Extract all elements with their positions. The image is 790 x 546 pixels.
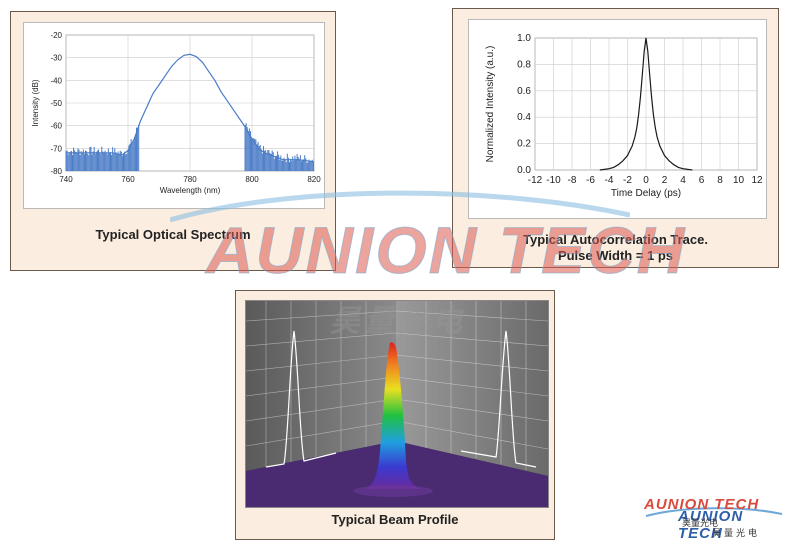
optical-spectrum-caption: Typical Optical Spectrum xyxy=(95,227,251,242)
beam-right-grid xyxy=(395,301,549,470)
x-tick-label: 0 xyxy=(643,175,649,186)
logo-swoosh xyxy=(645,507,783,517)
y-tick-label: 0.6 xyxy=(517,86,531,97)
y-tick-label: -40 xyxy=(50,76,62,85)
beam-profile-caption: Typical Beam Profile xyxy=(331,512,459,527)
beam-left-grid xyxy=(245,301,397,467)
x-tick-label: 2 xyxy=(662,175,668,186)
x-tick-label: -2 xyxy=(623,175,632,186)
x-tick-label: 4 xyxy=(680,175,686,186)
x-axis-label: Time Delay (ps) xyxy=(611,188,681,199)
beam-right-projection xyxy=(460,330,537,468)
x-tick-label: 780 xyxy=(183,175,197,184)
y-tick-label: -60 xyxy=(50,122,62,131)
series-line xyxy=(599,37,693,171)
autocorrelation-caption-line1: Typical Autocorrelation Trace. xyxy=(523,232,708,247)
x-tick-label: -4 xyxy=(605,175,614,186)
beam-peak-base xyxy=(353,485,433,497)
y-axis-label: Intensity (dB) xyxy=(31,79,40,126)
beam-right-wall xyxy=(396,301,548,476)
x-tick-label: 800 xyxy=(245,175,259,184)
y-tick-label: 1.0 xyxy=(517,33,531,44)
y-tick-label: 0.4 xyxy=(517,112,531,123)
y-tick-label: -30 xyxy=(50,54,62,63)
y-tick-label: 0.8 xyxy=(517,59,531,70)
logo-subtext-2: 昊量光电 xyxy=(712,528,761,538)
optical-spectrum-panel: -20 -30 -40 -50 -60 -70 -80 740 760 780 800 820 Wave… xyxy=(10,11,336,271)
x-tick-label: -12 xyxy=(528,175,543,186)
beam-profile-panel: Typical Beam Profile xyxy=(235,290,555,540)
x-tick-label: -6 xyxy=(586,175,595,186)
logo-subtext-1: 昊量光电 xyxy=(682,518,719,528)
x-tick-label: 8 xyxy=(717,175,723,186)
y-tick-label: -70 xyxy=(50,144,62,153)
beam-left-wall xyxy=(246,301,396,471)
y-tick-label: -50 xyxy=(50,99,62,108)
y-tick-label: -80 xyxy=(50,167,62,176)
x-tick-label: 760 xyxy=(121,175,135,184)
x-tick-label: 12 xyxy=(751,175,763,186)
autocorrelation-svg: 1.0 0.8 0.6 0.4 0.2 0.0-12 -10 -8 -6 -4 -2 0 2 4 6 8 10 1… xyxy=(485,33,763,199)
autocorrelation-caption: Typical Autocorrelation Trace. Pulse Wid… xyxy=(453,232,778,264)
beam-profile-image xyxy=(245,300,549,508)
x-tick-label: -8 xyxy=(568,175,577,186)
x-tick-label: 820 xyxy=(307,175,321,184)
logo-text-red: AUNION TECH xyxy=(644,496,760,513)
autocorrelation-chart: 1.0 0.8 0.6 0.4 0.2 0.0 -12 -10 -8 -6 -4 -2 0 2 4 6 8 10 1… xyxy=(468,19,767,219)
beam-profile-3d-render xyxy=(245,301,549,507)
beam-left-projection xyxy=(265,330,337,468)
beam-peak xyxy=(364,342,422,489)
optical-spectrum-chart: -20 -30 -40 -50 -60 -70 -80 740 760 780 800 820 Wave… xyxy=(23,22,325,209)
autocorrelation-panel: 1.0 0.8 0.6 0.4 0.2 0.0 -12 -10 -8 -6 -4 -2 0 2 4 6 8 10 1… xyxy=(452,8,779,268)
autocorrelation-caption-line2: Pulse Width = 1 ps xyxy=(557,248,674,263)
y-tick-label: -20 xyxy=(50,31,62,40)
x-axis-label: Wavelength (nm) xyxy=(160,186,221,195)
y-axis-label: Normalized Intensity (a.u.) xyxy=(485,46,496,163)
x-tick-label: -10 xyxy=(546,175,561,186)
logo-text-blue: AUNION TECH xyxy=(678,508,744,542)
x-tick-label: 740 xyxy=(59,175,73,184)
x-tick-label: 10 xyxy=(733,175,745,186)
spectrum-noise xyxy=(65,123,314,171)
company-logo: AUNION TECH AUNION TECH 昊量光电 昊量光电 xyxy=(644,496,784,542)
y-tick-label: 0.2 xyxy=(517,139,531,150)
x-tick-label: 6 xyxy=(699,175,705,186)
y-tick-label: 0.0 xyxy=(517,165,531,176)
